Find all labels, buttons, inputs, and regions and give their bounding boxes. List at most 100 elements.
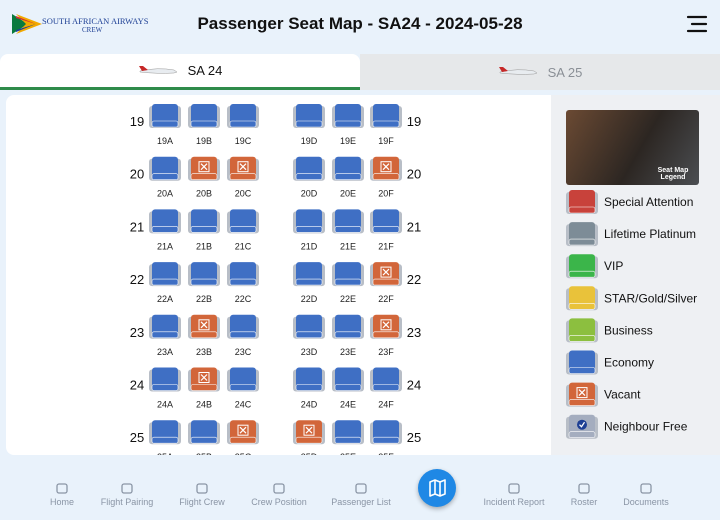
seat-cushion — [568, 431, 596, 439]
seat[interactable]: 24D — [293, 367, 325, 410]
seat-back — [191, 209, 217, 230]
row-number: 19 — [407, 114, 421, 129]
seat-label: 25F — [378, 452, 394, 455]
seat[interactable]: 22A — [149, 262, 181, 304]
seat-back — [373, 420, 399, 441]
seat[interactable]: 23E — [332, 314, 364, 357]
seat-back — [335, 209, 361, 230]
row-number: 24 — [130, 378, 144, 393]
seat[interactable]: 25E — [332, 420, 364, 455]
seat-label: 21D — [301, 241, 318, 251]
seat[interactable]: 23F — [370, 314, 402, 357]
tab-label: SA 24 — [187, 63, 223, 78]
seat-cushion — [372, 173, 400, 180]
seat-label: 25A — [157, 452, 173, 455]
seat[interactable]: 22B — [188, 262, 220, 304]
seat[interactable]: 22E — [332, 262, 364, 304]
seat[interactable]: 19B — [188, 104, 220, 146]
seat[interactable]: 22F — [370, 262, 402, 304]
seat[interactable]: 25D — [293, 420, 325, 455]
nav-icon — [508, 483, 520, 494]
seat-back — [335, 104, 361, 124]
seat[interactable]: 23C — [227, 314, 259, 357]
seat-cushion — [229, 436, 257, 444]
menu-button[interactable] — [686, 15, 708, 33]
seat[interactable]: 25C — [227, 420, 259, 455]
vacant-x — [239, 426, 247, 434]
seat[interactable]: 21E — [332, 209, 364, 251]
seat[interactable]: 19E — [332, 104, 364, 146]
nav-icon — [196, 483, 208, 494]
seat-back — [230, 104, 256, 124]
nav-item[interactable]: Incident Report — [469, 482, 559, 507]
seat[interactable]: 20E — [332, 156, 364, 199]
seat[interactable]: 20B — [188, 156, 220, 199]
seat[interactable]: 24E — [332, 367, 364, 410]
seat-back — [569, 190, 595, 210]
seat-label: 23F — [378, 347, 394, 357]
tab[interactable]: SA 25 — [360, 54, 720, 90]
seat[interactable]: 20C — [227, 156, 259, 199]
seat[interactable]: 21A — [149, 209, 181, 251]
seat[interactable]: 22C — [227, 262, 259, 304]
seat[interactable]: 19D — [293, 104, 325, 146]
seat-cushion — [151, 384, 179, 391]
nav-icon — [355, 483, 367, 494]
seat-label: 22E — [340, 294, 356, 304]
seat-back — [152, 209, 178, 230]
seat[interactable]: 23B — [188, 314, 220, 357]
seat[interactable]: 24A — [149, 367, 181, 410]
nav-item[interactable]: Crew Position — [234, 482, 324, 507]
seat-cushion — [229, 384, 257, 391]
seat[interactable]: 21F — [370, 209, 402, 251]
seat[interactable]: 23A — [149, 314, 181, 357]
seat[interactable]: 24F — [370, 367, 402, 410]
nav-icon — [578, 483, 590, 494]
row-number: 23 — [407, 325, 421, 340]
tab[interactable]: SA 24 — [0, 54, 360, 90]
nav-item[interactable]: Flight Crew — [157, 482, 247, 507]
nav-item[interactable]: Documents — [601, 482, 691, 507]
seat-label: 22D — [301, 294, 318, 304]
seat[interactable]: 21C — [227, 209, 259, 251]
seat-back — [152, 420, 178, 441]
seat[interactable]: 20D — [293, 156, 325, 199]
seat-map-button[interactable] — [418, 469, 456, 507]
logo: SOUTH AFRICAN AIRWAYS CREW — [12, 12, 152, 38]
seat[interactable]: 19A — [149, 104, 181, 146]
seat-back — [569, 222, 595, 243]
nav-item[interactable]: Roster — [539, 482, 629, 507]
seat-cushion — [295, 278, 323, 286]
legend-label: Vacant — [604, 388, 641, 402]
seat[interactable]: 21D — [293, 209, 325, 251]
seat-cushion — [151, 120, 179, 128]
seat[interactable]: 19C — [227, 104, 259, 146]
seat[interactable]: 25A — [149, 420, 181, 455]
seat[interactable]: 21B — [188, 209, 220, 251]
seat-cushion — [229, 331, 257, 339]
seat-cushion — [568, 238, 596, 246]
seat-back — [230, 262, 256, 283]
seat-back — [335, 262, 361, 283]
nav-item[interactable]: Passenger List — [316, 482, 406, 507]
seat[interactable]: 20A — [149, 156, 181, 199]
seat[interactable]: 19F — [370, 104, 402, 146]
seat-label: 23C — [235, 347, 252, 357]
seat[interactable]: 25F — [370, 420, 402, 455]
nav-label: Roster — [570, 497, 598, 507]
seat[interactable]: 24B — [188, 367, 220, 410]
nav-item[interactable]: Home — [17, 482, 107, 507]
nav-item[interactable]: Flight Pairing — [82, 482, 172, 507]
nav-icon — [273, 483, 285, 494]
seat-cushion — [151, 436, 179, 444]
seat[interactable]: 24C — [227, 367, 259, 410]
legend-label: Neighbour Free — [604, 420, 688, 434]
seat[interactable]: 25B — [188, 420, 220, 455]
nav-label: Incident Report — [483, 497, 545, 507]
seat[interactable]: 23D — [293, 314, 325, 357]
seat[interactable]: 22D — [293, 262, 325, 304]
seat-label: 20B — [196, 189, 212, 199]
seat-cushion — [334, 436, 362, 444]
seat[interactable]: 20F — [370, 156, 402, 199]
